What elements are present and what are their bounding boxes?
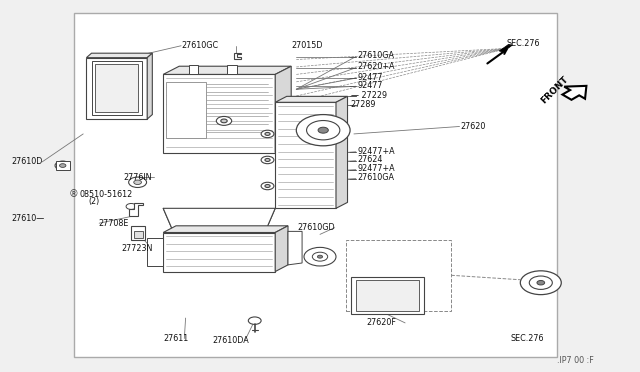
Text: 92477: 92477 bbox=[357, 73, 383, 82]
Polygon shape bbox=[234, 53, 241, 59]
Text: (2): (2) bbox=[88, 197, 100, 206]
Circle shape bbox=[520, 271, 561, 295]
Polygon shape bbox=[227, 65, 237, 74]
Bar bbox=[134, 231, 143, 238]
Polygon shape bbox=[163, 226, 288, 232]
Bar bbox=[74, 13, 557, 357]
Polygon shape bbox=[86, 53, 152, 58]
Polygon shape bbox=[563, 86, 586, 100]
Circle shape bbox=[318, 127, 328, 133]
Polygon shape bbox=[147, 53, 152, 119]
Text: 27620: 27620 bbox=[461, 122, 486, 131]
Text: FRONT: FRONT bbox=[539, 75, 570, 105]
Bar bbox=[95, 64, 138, 112]
Circle shape bbox=[55, 161, 70, 170]
Text: 27610GA: 27610GA bbox=[357, 173, 394, 182]
Text: 92477+A: 92477+A bbox=[357, 147, 395, 155]
Polygon shape bbox=[275, 96, 348, 102]
Bar bbox=[346, 240, 451, 311]
Bar bbox=[356, 280, 419, 311]
Text: 27610GD: 27610GD bbox=[298, 223, 335, 232]
Text: 27611: 27611 bbox=[163, 334, 188, 343]
Text: — 27229: — 27229 bbox=[351, 91, 387, 100]
Polygon shape bbox=[86, 58, 147, 119]
Polygon shape bbox=[275, 102, 336, 208]
Circle shape bbox=[304, 247, 336, 266]
Text: 27610D: 27610D bbox=[12, 157, 43, 166]
Bar bbox=[131, 226, 145, 240]
Text: 27723N: 27723N bbox=[122, 244, 153, 253]
Polygon shape bbox=[499, 44, 512, 52]
Polygon shape bbox=[275, 66, 291, 153]
Bar bbox=[166, 82, 205, 138]
Polygon shape bbox=[163, 66, 291, 74]
Polygon shape bbox=[129, 203, 143, 216]
Circle shape bbox=[312, 252, 328, 261]
Circle shape bbox=[537, 280, 545, 285]
Text: 27610—: 27610— bbox=[12, 214, 45, 223]
Circle shape bbox=[60, 164, 66, 167]
Circle shape bbox=[221, 119, 227, 123]
Text: 27624: 27624 bbox=[357, 155, 383, 164]
Bar bbox=[351, 277, 424, 314]
Text: 27610GC: 27610GC bbox=[181, 41, 218, 50]
Polygon shape bbox=[275, 226, 288, 272]
Circle shape bbox=[248, 317, 261, 324]
Polygon shape bbox=[288, 231, 302, 265]
Circle shape bbox=[307, 121, 340, 140]
Circle shape bbox=[216, 116, 232, 125]
Text: ®: ® bbox=[68, 189, 79, 199]
Circle shape bbox=[261, 156, 274, 164]
Text: 92477: 92477 bbox=[357, 81, 383, 90]
Polygon shape bbox=[163, 232, 275, 272]
Text: 08510-51612: 08510-51612 bbox=[80, 190, 133, 199]
Bar bbox=[92, 61, 142, 115]
Polygon shape bbox=[147, 238, 163, 266]
Polygon shape bbox=[336, 96, 348, 208]
Circle shape bbox=[265, 185, 270, 187]
Circle shape bbox=[265, 158, 270, 161]
Text: SEC.276: SEC.276 bbox=[507, 39, 540, 48]
Circle shape bbox=[296, 115, 350, 146]
Circle shape bbox=[261, 182, 274, 190]
Text: 27708E: 27708E bbox=[98, 219, 128, 228]
Text: 92477+A: 92477+A bbox=[357, 164, 395, 173]
Text: 27289: 27289 bbox=[351, 100, 376, 109]
Circle shape bbox=[129, 177, 147, 187]
Circle shape bbox=[134, 180, 141, 185]
Text: 2776IN: 2776IN bbox=[124, 173, 152, 182]
Polygon shape bbox=[163, 74, 275, 153]
Circle shape bbox=[261, 130, 274, 138]
Text: 27610GA: 27610GA bbox=[357, 51, 394, 60]
Circle shape bbox=[126, 203, 136, 209]
Text: 27610DA: 27610DA bbox=[212, 336, 249, 344]
Circle shape bbox=[265, 132, 270, 135]
Text: .IP7 00 :F: .IP7 00 :F bbox=[557, 356, 593, 365]
Polygon shape bbox=[163, 208, 275, 231]
Polygon shape bbox=[189, 65, 198, 74]
Circle shape bbox=[317, 255, 323, 258]
Text: 27015D: 27015D bbox=[291, 41, 323, 50]
Text: SEC.276: SEC.276 bbox=[511, 334, 544, 343]
Bar bbox=[56, 161, 70, 170]
Circle shape bbox=[529, 276, 552, 289]
Text: 27620F: 27620F bbox=[366, 318, 396, 327]
Text: 27620+A: 27620+A bbox=[357, 62, 395, 71]
